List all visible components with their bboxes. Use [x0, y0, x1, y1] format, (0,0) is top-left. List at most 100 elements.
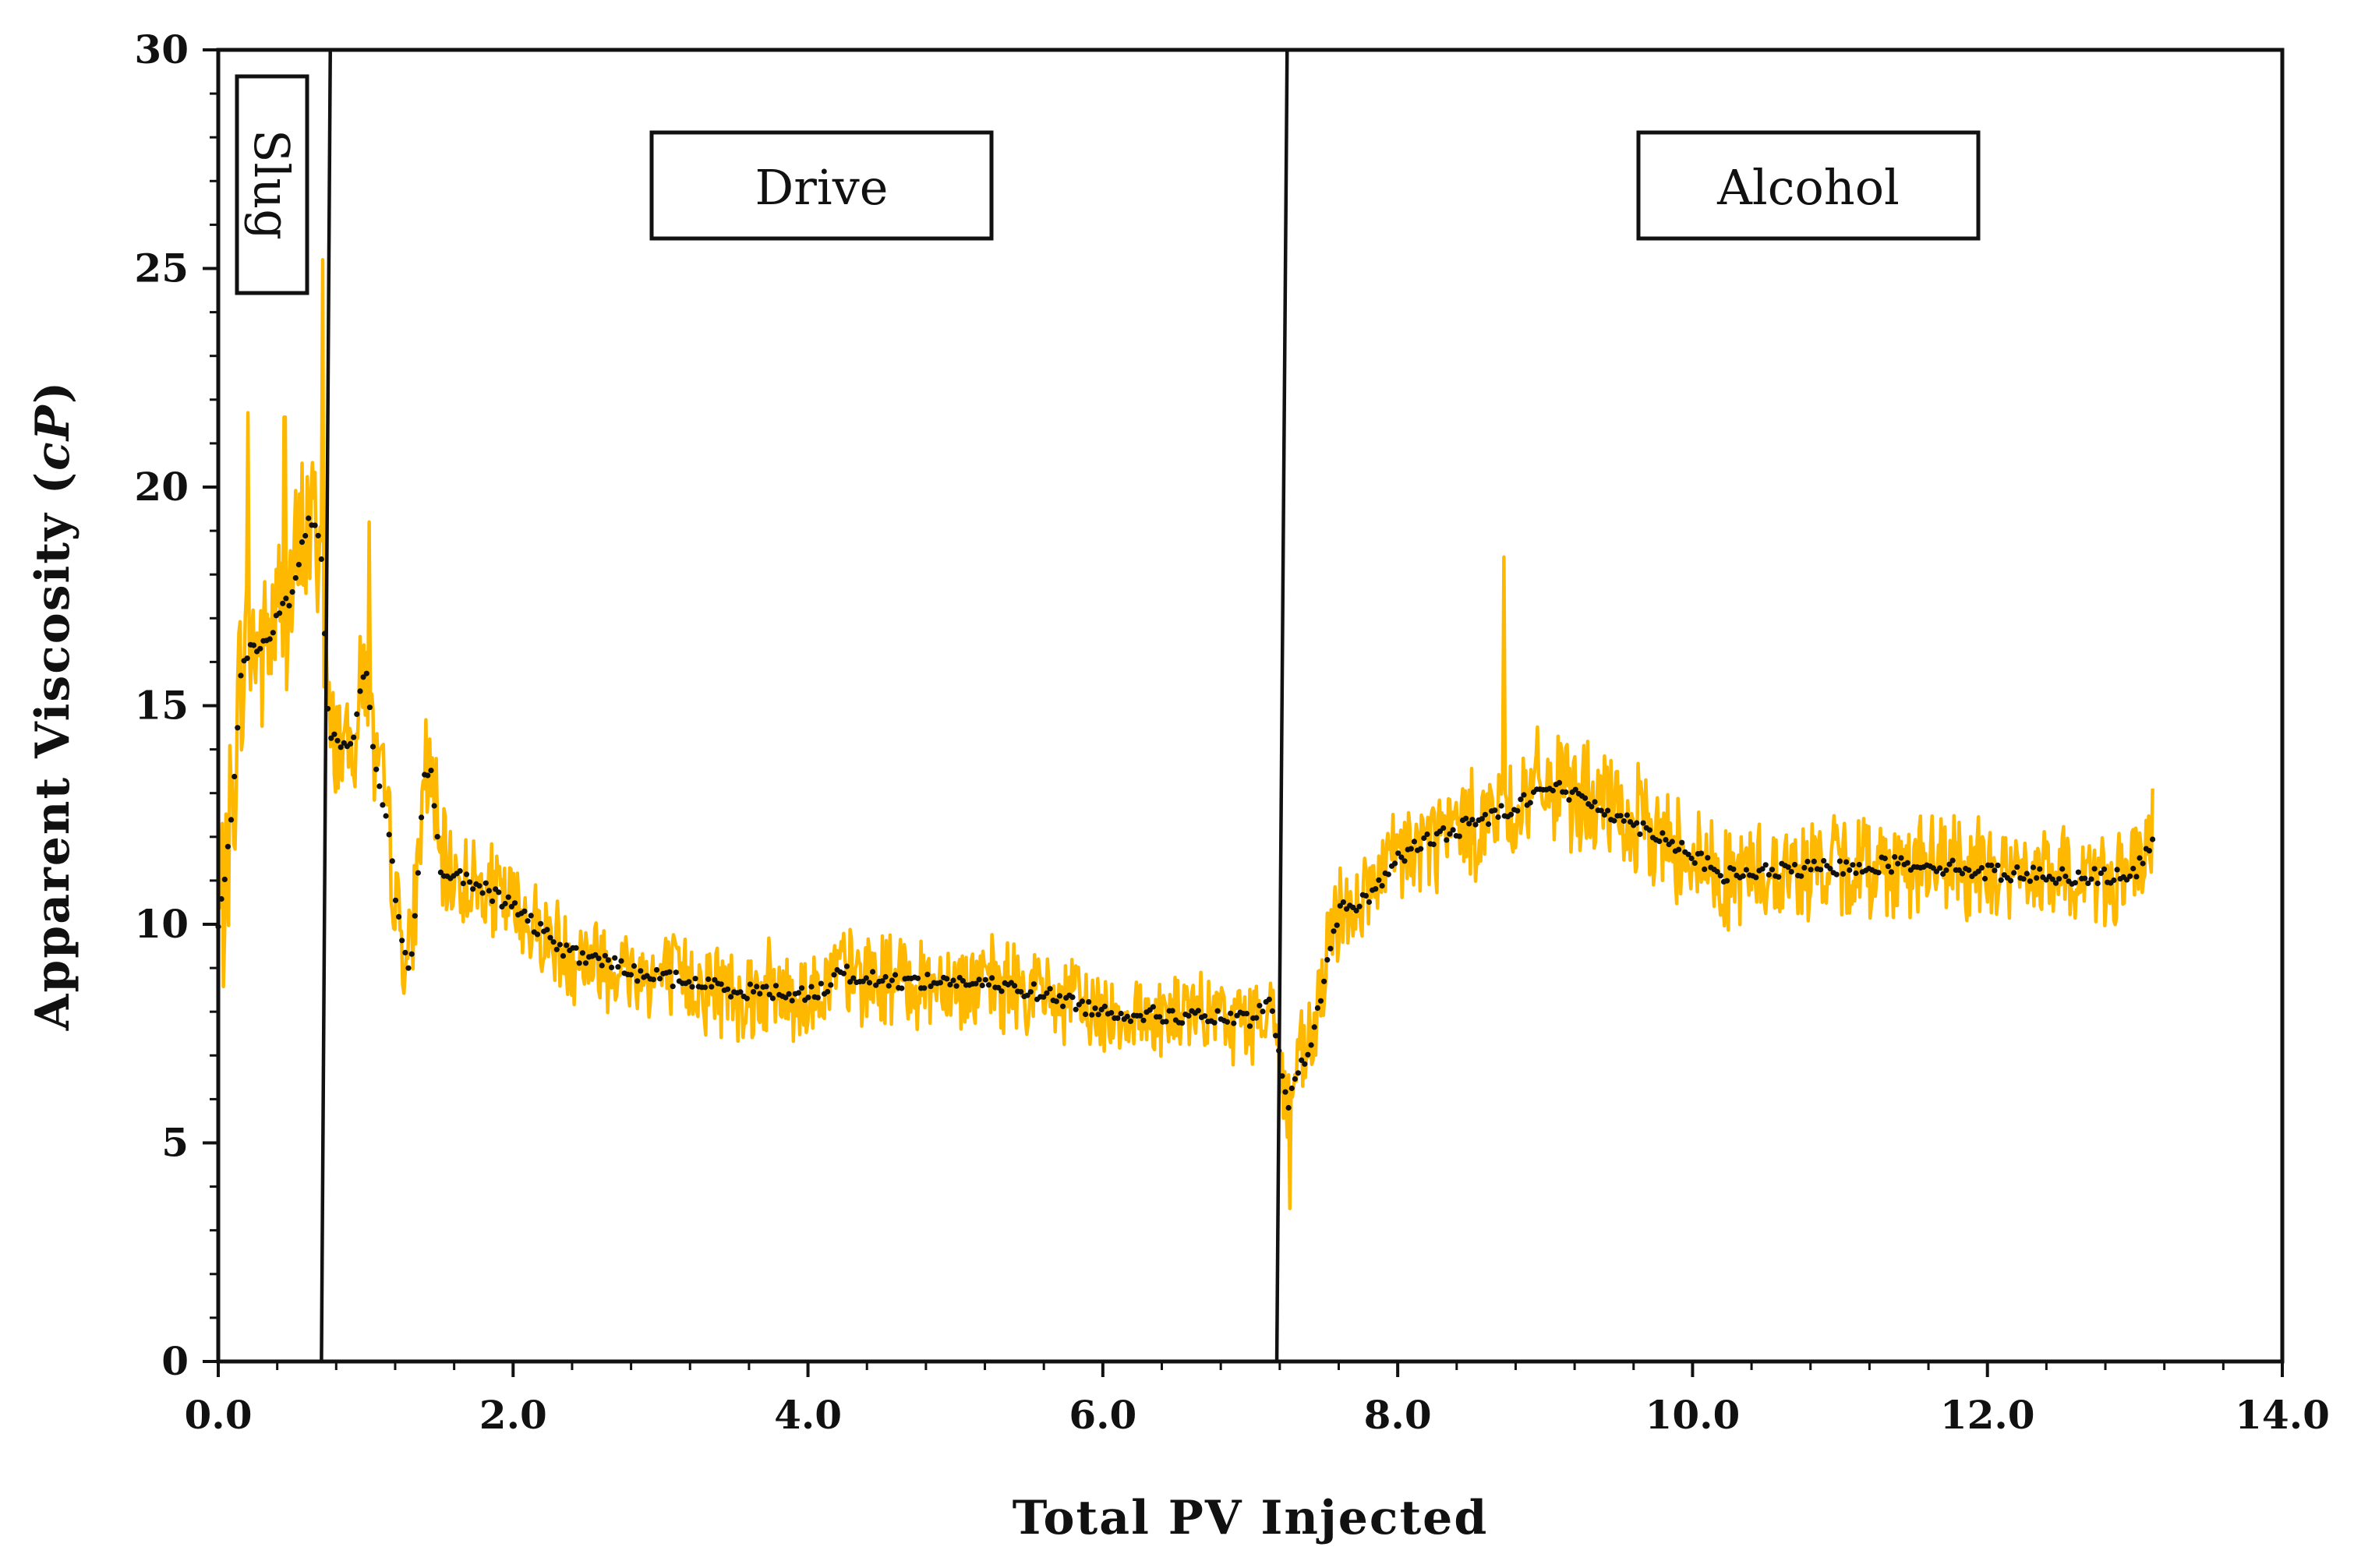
- smoothed-point: [1992, 867, 1998, 874]
- smoothed-point: [666, 969, 673, 975]
- smoothed-point: [1363, 892, 1369, 899]
- x-tick-label: 14.0: [2235, 1392, 2330, 1438]
- smoothed-point: [1582, 795, 1589, 801]
- smoothed-point: [1228, 1010, 1234, 1016]
- smoothed-point: [914, 975, 921, 981]
- smoothed-point: [470, 886, 476, 892]
- smoothed-point: [2114, 867, 2120, 873]
- plot-frame: [216, 48, 2285, 1364]
- smoothed-point: [2101, 866, 2108, 872]
- smoothed-point: [2020, 876, 2027, 882]
- smoothed-point: [976, 976, 982, 983]
- smoothed-point: [631, 962, 638, 969]
- smoothed-point: [889, 977, 895, 984]
- smoothed-point: [2127, 873, 2133, 879]
- smoothed-point: [1656, 838, 1663, 845]
- smoothed-point: [1717, 873, 1723, 879]
- smoothed-point: [328, 735, 334, 741]
- smoothed-point: [1785, 864, 1791, 871]
- smoothed-point: [1521, 792, 1527, 798]
- smoothed-point: [1295, 1070, 1302, 1076]
- smoothed-point: [2034, 875, 2040, 881]
- smoothed-point: [402, 949, 408, 955]
- smoothed-point: [1150, 1004, 1156, 1010]
- smoothed-point: [557, 941, 564, 948]
- smoothed-point: [1592, 799, 1598, 805]
- smoothed-point: [885, 983, 892, 989]
- smoothed-point: [1743, 867, 1749, 873]
- x-tick-label: 6.0: [1069, 1392, 1136, 1438]
- smoothed-point: [2123, 877, 2130, 883]
- smoothed-point: [1776, 874, 1782, 880]
- smoothed-point: [1589, 803, 1595, 810]
- smoothed-point: [553, 946, 560, 952]
- smoothed-point: [419, 814, 425, 821]
- smoothed-point: [989, 975, 995, 981]
- smoothed-point: [1563, 789, 1569, 796]
- smoothed-point: [1053, 998, 1059, 1005]
- smoothed-point: [1798, 873, 1804, 879]
- smoothed-point: [1137, 1012, 1143, 1019]
- smoothed-point: [1373, 886, 1379, 892]
- smoothed-point: [1988, 862, 1995, 868]
- smoothed-point: [1518, 796, 1524, 803]
- smoothed-point: [737, 989, 744, 995]
- smoothed-point: [1079, 998, 1085, 1005]
- y-tick-label: 5: [161, 1120, 189, 1166]
- smoothed-point: [1463, 815, 1469, 821]
- alcohol-label-box: [1636, 130, 1981, 241]
- smoothed-point: [1282, 1089, 1288, 1095]
- smoothed-point: [396, 913, 402, 920]
- smoothed-point: [1214, 1008, 1221, 1014]
- y-tick-label: 10: [134, 901, 189, 947]
- smoothed-point: [2082, 875, 2088, 881]
- smoothed-point: [1724, 878, 1730, 884]
- smoothed-point: [1376, 877, 1382, 883]
- smoothed-point: [1676, 846, 1682, 853]
- y-tick-label: 30: [134, 26, 189, 72]
- smoothed-point: [235, 725, 241, 731]
- smoothed-point: [1492, 807, 1498, 814]
- smoothed-point: [2027, 878, 2033, 885]
- smoothed-point: [982, 976, 988, 983]
- smoothed-point: [1334, 922, 1340, 928]
- smoothed-point: [1163, 1019, 1169, 1025]
- smoothed-point: [1904, 860, 1910, 866]
- smoothed-point: [1740, 873, 1746, 879]
- smoothed-point: [1875, 870, 1882, 876]
- smoothed-series-layer: [215, 515, 2156, 1111]
- smoothed-point: [434, 834, 440, 840]
- smoothed-point: [692, 976, 698, 982]
- smoothed-point: [1124, 1013, 1130, 1019]
- smoothed-point: [799, 985, 805, 991]
- smoothed-point: [2075, 869, 2081, 875]
- smoothed-point: [270, 630, 276, 636]
- smoothed-point: [815, 994, 821, 1001]
- smoothed-point: [1702, 866, 1708, 872]
- smoothed-point: [1495, 814, 1501, 821]
- smoothed-point: [238, 673, 244, 679]
- smoothed-point: [1073, 1006, 1079, 1012]
- smoothed-point: [769, 995, 776, 1001]
- smoothed-point: [1257, 1002, 1263, 1008]
- smoothed-point: [1440, 825, 1447, 832]
- smoothed-point: [1243, 1011, 1249, 1017]
- smoothed-point: [1253, 1015, 1260, 1021]
- smoothed-point: [1572, 786, 1578, 793]
- smoothed-point: [1024, 992, 1030, 998]
- smoothed-point: [686, 979, 692, 985]
- smoothed-point: [950, 977, 956, 984]
- smoothed-point: [228, 817, 235, 823]
- smoothed-point: [850, 975, 857, 981]
- smoothed-point: [2098, 870, 2104, 877]
- smoothed-point: [511, 900, 518, 906]
- smoothed-point: [1202, 1013, 1208, 1019]
- smoothed-point: [292, 575, 299, 581]
- smoothed-point: [408, 951, 415, 957]
- smoothed-point: [1392, 860, 1398, 867]
- x-tick-label: 4.0: [774, 1392, 842, 1438]
- smoothed-point: [2111, 877, 2117, 884]
- smoothed-point: [1621, 818, 1627, 825]
- smoothed-point: [1498, 803, 1504, 809]
- smoothed-point: [1998, 877, 2004, 883]
